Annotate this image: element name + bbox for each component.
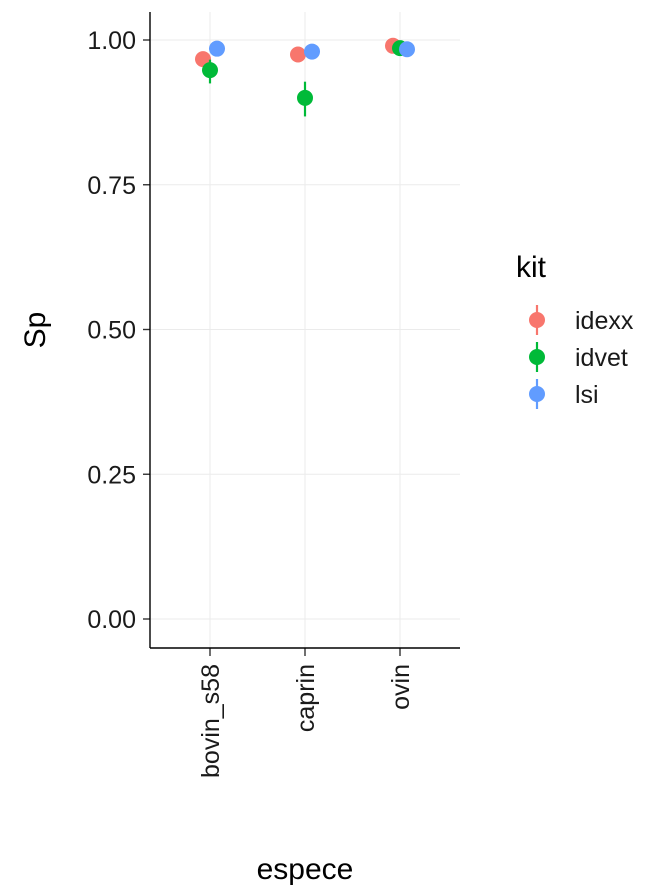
axes	[143, 12, 460, 656]
legend-title: kit	[516, 251, 547, 284]
y-tick-label: 0.25	[87, 461, 136, 489]
legend-label: lsi	[575, 381, 599, 409]
x-tick-label: ovin	[387, 664, 415, 710]
data-points	[195, 37, 415, 117]
data-point	[290, 46, 306, 63]
tick-labels: 0.00 0.25 0.50 0.75 1.00 bovin_s58 caprin ovin	[87, 27, 415, 778]
grid-lines	[150, 12, 460, 648]
data-point	[399, 41, 415, 58]
data-point	[297, 89, 313, 106]
legend-key-point	[529, 386, 545, 402]
data-point	[209, 40, 225, 57]
y-tick-label: 1.00	[87, 27, 136, 55]
y-axis-title: Sp	[19, 312, 52, 349]
x-tick-label: bovin_s58	[197, 664, 225, 778]
data-point	[304, 43, 320, 60]
legend: kit idexx idvet lsi	[516, 251, 634, 409]
y-tick-label: 0.50	[87, 317, 136, 345]
x-axis-title: espece	[257, 853, 354, 886]
data-point	[202, 62, 218, 79]
y-tick-label: 0.75	[87, 172, 136, 200]
x-tick-label: caprin	[292, 664, 320, 732]
legend-key-point	[529, 349, 545, 365]
legend-label: idexx	[575, 307, 634, 335]
y-tick-label: 0.00	[87, 606, 136, 634]
legend-key-point	[529, 312, 545, 328]
legend-label: idvet	[575, 344, 628, 372]
